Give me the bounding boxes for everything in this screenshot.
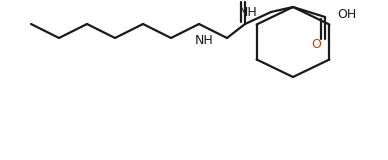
Text: O: O: [311, 39, 321, 52]
Text: O: O: [232, 0, 242, 1]
Text: OH: OH: [338, 8, 357, 21]
Text: NH: NH: [238, 5, 257, 19]
Text: NH: NH: [194, 33, 213, 47]
